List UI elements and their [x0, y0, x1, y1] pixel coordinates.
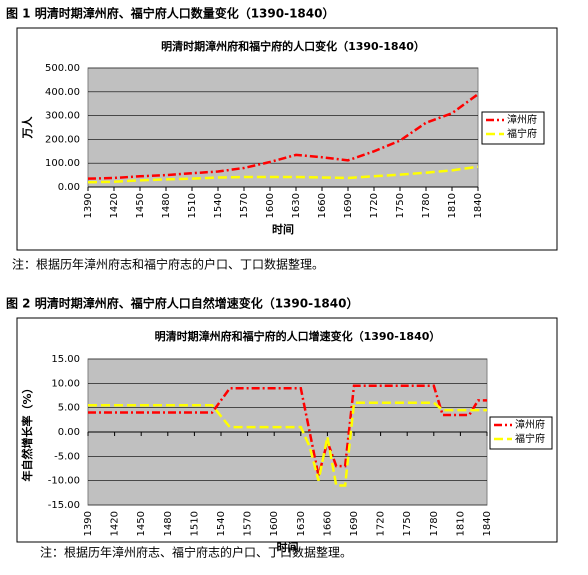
x-tick-label: 1540 — [216, 511, 227, 536]
x-tick-label: 1660 — [317, 193, 328, 218]
plot-area — [87, 67, 479, 188]
x-tick-label: 1600 — [265, 193, 276, 218]
x-tick-label: 1810 — [455, 511, 466, 536]
chart-title: 明清时期漳州府和福宁府的人口变化（1390-1840） — [161, 39, 425, 53]
x-tick-label: 1720 — [369, 193, 380, 218]
y-tick-label: 200.00 — [45, 134, 80, 145]
y-axis-label: 万人 — [20, 116, 34, 140]
x-tick-label: 1570 — [243, 511, 254, 536]
y-tick-label: 5.00 — [58, 403, 80, 414]
y-axis-label: 年自然增长率（%） — [20, 382, 34, 481]
y-tick-label: 10.00 — [51, 378, 80, 389]
legend-label: 漳州府 — [515, 418, 545, 431]
note: 注：根据历年漳州府志、福宁府志的户口、丁口数据整理。 — [40, 545, 352, 560]
y-tick-label: -5.00 — [54, 451, 80, 462]
y-tick-label: 500.00 — [45, 63, 80, 74]
x-tick-label: 1450 — [135, 193, 146, 218]
y-tick-label: -10.00 — [48, 476, 80, 487]
series-line — [88, 401, 487, 487]
figure-caption: 图 1 明清时期漳州府、福宁府人口数量变化（1390-1840） — [6, 6, 334, 21]
legend-label: 福宁府 — [507, 127, 537, 140]
y-tick-label: 0.00 — [58, 427, 80, 438]
x-tick-label: 1780 — [429, 511, 440, 536]
chart-title: 明清时期漳州府和福宁府的人口增速变化（1390-1840） — [155, 329, 441, 343]
x-tick-label: 1510 — [187, 193, 198, 218]
x-tick-label: 1780 — [421, 193, 432, 218]
x-tick-label: 1690 — [343, 193, 354, 218]
series-line — [88, 384, 487, 477]
x-tick-label: 1540 — [213, 193, 224, 218]
x-axis-label: 时间 — [272, 222, 294, 236]
chart: 图 2 明清时期漳州府、福宁府人口自然增速变化（1390-1840） 明清时期漳州… — [6, 296, 558, 560]
legend-box — [489, 416, 553, 450]
legend-label: 漳州府 — [507, 113, 537, 126]
x-tick-label: 1750 — [395, 193, 406, 218]
legend-label: 福宁府 — [515, 432, 545, 445]
x-tick-label: 1390 — [83, 193, 94, 218]
series-line — [87, 93, 479, 180]
x-tick-label: 1450 — [136, 511, 147, 536]
x-axis-label: 时间 — [277, 540, 299, 554]
y-tick-label: 300.00 — [45, 111, 80, 122]
legend-box — [481, 111, 545, 145]
note: 注：根据历年漳州府志和福宁府志的户口、丁口数据整理。 — [12, 257, 324, 272]
chart: 图 1 明清时期漳州府、福宁府人口数量变化（1390-1840） 明清时期漳州府和… — [6, 6, 558, 272]
x-tick-label: 1480 — [161, 193, 172, 218]
x-tick-label: 1810 — [447, 193, 458, 218]
y-tick-label: 100.00 — [45, 158, 80, 169]
x-tick-label: 1420 — [109, 193, 120, 218]
x-tick-label: 1720 — [376, 511, 387, 536]
y-tick-label: 400.00 — [45, 87, 80, 98]
x-tick-label: 1630 — [291, 193, 302, 218]
x-tick-label: 1630 — [296, 511, 307, 536]
x-tick-label: 1480 — [163, 511, 174, 536]
y-tick-label: 15.00 — [51, 354, 80, 365]
x-tick-label: 1840 — [473, 193, 484, 218]
x-tick-label: 1750 — [402, 511, 413, 536]
x-tick-label: 1420 — [110, 511, 121, 536]
x-tick-label: 1840 — [482, 511, 493, 536]
y-tick-label: -15.00 — [48, 500, 80, 511]
x-tick-label: 1690 — [349, 511, 360, 536]
x-tick-label: 1390 — [83, 511, 94, 536]
series-line — [87, 165, 479, 184]
x-tick-label: 1600 — [269, 511, 280, 536]
x-tick-label: 1660 — [322, 511, 333, 536]
x-tick-label: 1510 — [189, 511, 200, 536]
x-tick-label: 1570 — [239, 193, 250, 218]
figure-caption: 图 2 明清时期漳州府、福宁府人口自然增速变化（1390-1840） — [6, 296, 359, 311]
y-tick-label: 0.00 — [58, 182, 80, 193]
